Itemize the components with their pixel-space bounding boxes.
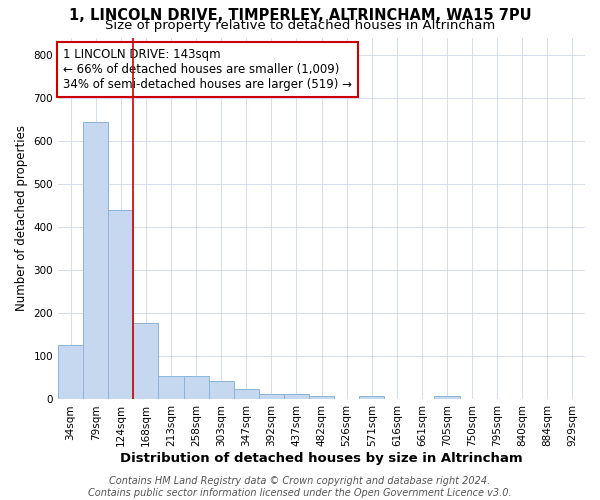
Bar xyxy=(359,396,384,400)
Text: Contains HM Land Registry data © Crown copyright and database right 2024.
Contai: Contains HM Land Registry data © Crown c… xyxy=(88,476,512,498)
Text: Size of property relative to detached houses in Altrincham: Size of property relative to detached ho… xyxy=(105,18,495,32)
Bar xyxy=(133,323,158,400)
X-axis label: Distribution of detached houses by size in Altrincham: Distribution of detached houses by size … xyxy=(120,452,523,465)
Bar xyxy=(284,394,309,400)
Bar xyxy=(83,122,108,400)
Bar xyxy=(309,396,334,400)
Bar xyxy=(209,382,233,400)
Bar xyxy=(434,396,460,400)
Bar xyxy=(158,376,184,400)
Bar xyxy=(259,394,284,400)
Y-axis label: Number of detached properties: Number of detached properties xyxy=(15,126,28,312)
Text: 1 LINCOLN DRIVE: 143sqm
← 66% of detached houses are smaller (1,009)
34% of semi: 1 LINCOLN DRIVE: 143sqm ← 66% of detache… xyxy=(64,48,352,92)
Bar xyxy=(184,376,209,400)
Bar xyxy=(108,210,133,400)
Bar xyxy=(58,344,83,400)
Text: 1, LINCOLN DRIVE, TIMPERLEY, ALTRINCHAM, WA15 7PU: 1, LINCOLN DRIVE, TIMPERLEY, ALTRINCHAM,… xyxy=(68,8,532,22)
Bar xyxy=(233,388,259,400)
